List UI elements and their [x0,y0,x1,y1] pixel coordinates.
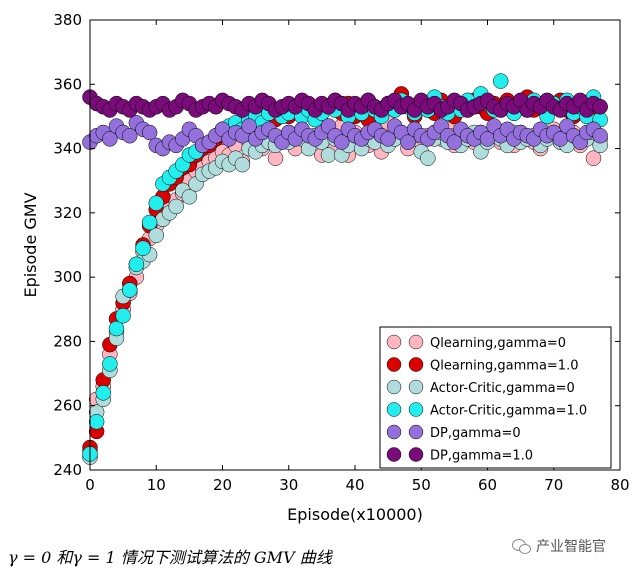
x-tick-label: 20 [213,476,232,494]
x-tick-label: 50 [412,476,431,494]
x-tick-label: 30 [279,476,298,494]
data-point [585,150,602,166]
data-point [241,118,257,134]
legend: Qlearning,gamma=0 Qlearning,gamma=1.0 Acto… [379,326,612,469]
legend-label: Qlearning,gamma=0 [430,336,566,351]
data-point [592,127,608,144]
y-tick-label: 280 [53,332,82,350]
y-tick-label: 320 [53,204,82,222]
legend-marker [386,447,402,462]
chart: 0 10 20 30 40 50 60 70 80 240 260 280 300 320 340 360 38… [21,11,630,524]
legend-label: DP,gamma=1.0 [430,449,533,464]
data-point [102,131,118,147]
y-axis-label: Episode GMV [21,192,40,297]
x-tick-label: 70 [544,476,563,494]
y-tick-label: 340 [53,140,82,158]
legend-marker [408,334,424,350]
watermark-text: 产业智能官 [536,539,606,555]
y-tick-label: 240 [53,461,82,479]
legend-marker [408,447,424,462]
y-tick-label: 360 [53,75,82,93]
data-point [592,99,608,115]
watermark: 产业智能官 [512,536,606,556]
legend-label: Actor-Critic,gamma=1.0 [430,404,587,419]
series-5 [82,89,608,118]
legend-label: Qlearning,gamma=1.0 [430,359,578,374]
legend-marker [386,334,402,350]
figure-caption: γ = 0 和γ = 1 情况下测试算法的 GMV 曲线 [8,548,332,567]
x-tick-label: 0 [85,476,95,494]
legend-marker [408,402,424,417]
data-point [320,147,337,163]
data-point [95,385,111,401]
x-axis-label: Episode(x10000) [287,505,423,524]
data-point [446,134,463,150]
x-tick-label: 60 [478,476,497,494]
data-point [122,127,138,144]
legend-box [379,326,612,469]
x-tick-label: 80 [610,476,629,494]
data-point [234,156,251,173]
data-point [141,214,158,231]
legend-label: DP,gamma=0 [430,426,521,441]
data-point [148,227,164,244]
x-tick-label: 10 [147,476,166,494]
series-4 [82,115,608,157]
x-tick-label: 40 [345,476,364,494]
data-point [181,189,198,205]
data-point [115,307,131,324]
legend-marker [408,357,424,372]
legend-marker [386,357,402,372]
legend-marker [386,424,402,440]
data-point [334,134,350,150]
data-points [82,73,608,465]
data-point [108,320,125,337]
data-point [493,73,509,89]
data-point [141,124,158,141]
legend-marker [408,424,424,440]
legend-label: Actor-Critic,gamma=0 [430,381,575,396]
data-point [122,282,138,298]
legend-marker [386,379,402,395]
y-tick-label: 260 [53,397,82,415]
data-point [88,414,105,430]
data-point [400,134,416,150]
axis-ticks: 0 10 20 30 40 50 60 70 80 240 260 280 300 320 340 360 38… [53,11,629,494]
data-point [380,131,396,147]
y-tick-label: 300 [53,268,82,286]
wechat-icon [512,538,532,554]
data-point [128,256,145,273]
data-point [135,240,151,256]
data-point [102,356,118,372]
y-tick-label: 380 [53,11,82,29]
legend-marker [386,402,402,417]
data-point [168,198,184,215]
data-point [420,150,436,166]
data-point [148,195,164,211]
legend-marker [408,379,424,395]
